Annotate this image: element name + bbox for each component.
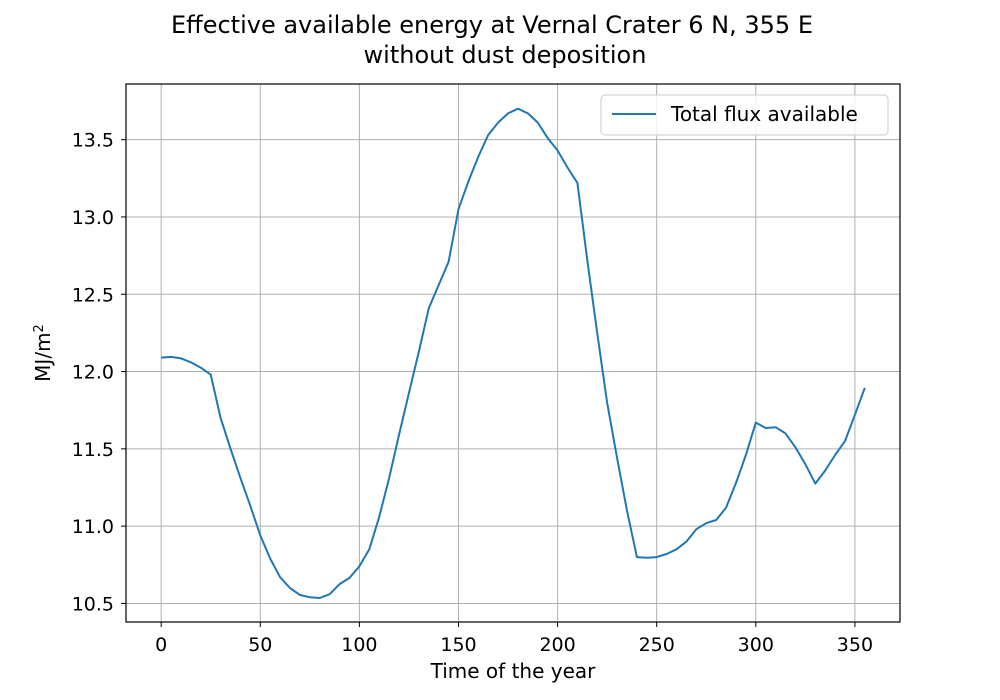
plot-series (161, 107, 866, 599)
x-tick-label: 100 (341, 634, 377, 656)
y-axis-label: MJ/m2 (31, 324, 55, 382)
grid (126, 84, 900, 622)
y-axis-label-superscript: 2 (32, 324, 47, 332)
chart-title-line-1: Effective available energy at Vernal Cra… (171, 11, 813, 39)
y-tick-label: 13.5 (72, 130, 114, 152)
chart-title: Effective available energy at Vernal Cra… (171, 11, 813, 69)
x-tick-label: 200 (539, 634, 575, 656)
plot-area-frame (125, 83, 901, 623)
x-tick-label: 250 (639, 634, 675, 656)
y-tick-label: 10.5 (72, 593, 114, 615)
y-tick-label: 11.0 (72, 516, 114, 538)
x-tick-label: 300 (738, 634, 774, 656)
axis-ticks: 0 50 100 150 200 250 300 350 10.5 11.0 11.5 12.0 12.… (72, 130, 873, 656)
x-tick-label: 350 (837, 634, 873, 656)
y-tick-label: 12.5 (72, 284, 114, 306)
y-tick-label: 12.0 (72, 362, 114, 384)
x-tick-label: 0 (155, 634, 167, 656)
y-axis-label-base: MJ/m (31, 332, 55, 381)
legend-box (600, 94, 889, 136)
series-line (161, 107, 866, 599)
legend-label: Total flux available (670, 102, 858, 126)
x-tick-label: 150 (440, 634, 476, 656)
x-axis-label: Time of the year (430, 659, 597, 683)
legend: Total flux available (600, 94, 889, 136)
chart-title-line-2: without dust deposition (364, 41, 647, 69)
y-tick-label: 11.5 (72, 439, 114, 461)
x-tick-label: 50 (248, 634, 272, 656)
y-tick-label: 13.0 (72, 207, 114, 229)
